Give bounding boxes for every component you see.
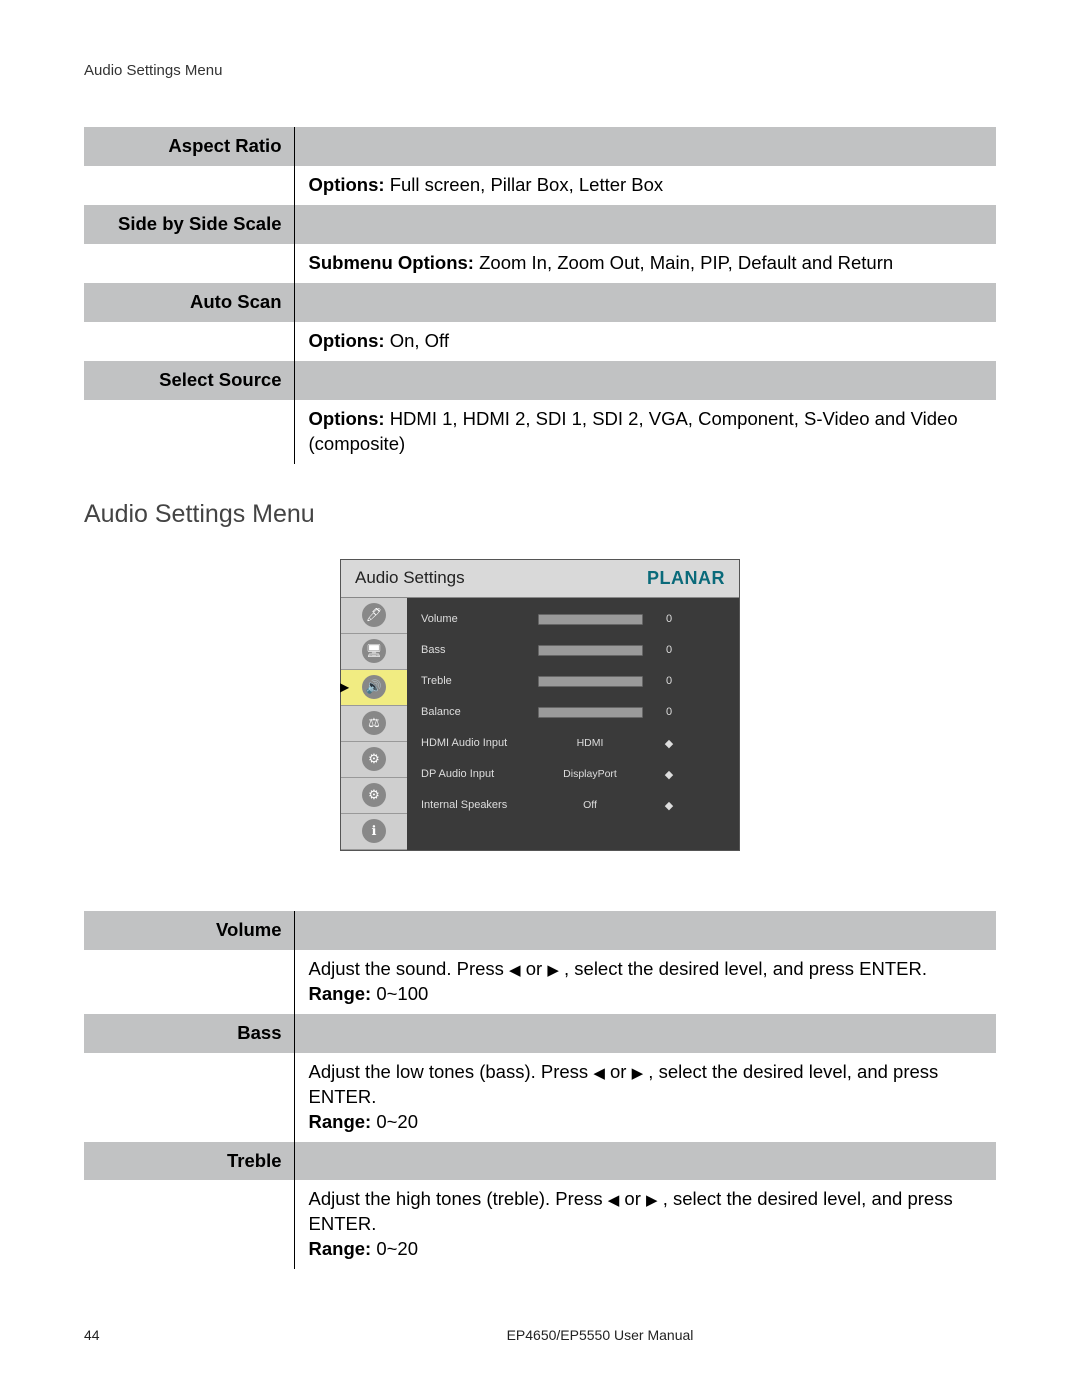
osd-sidebar-icon: 🖥 [362,639,386,663]
osd-row-label: Bass [421,644,531,656]
right-arrow-icon: ▶ [547,962,559,979]
osd-setting-row[interactable]: Volume 0 [421,604,727,635]
osd-select-value: Off [583,799,597,811]
range-label: Range: [309,1111,372,1132]
setting-description [294,1014,996,1053]
osd-row-value: ◆ [649,737,689,750]
osd-sidebar-icon: ⚖ [362,711,386,735]
osd-sidebar-item[interactable]: 🖥 [341,634,407,670]
osd-setting-row[interactable]: DP Audio Input DisplayPort ◆ [421,759,727,790]
osd-sidebar-icon: ℹ [362,819,386,843]
setting-label [84,244,294,283]
osd-row-label: HDMI Audio Input [421,737,531,749]
setting-label: Select Source [84,361,294,400]
setting-label [84,322,294,361]
osd-slider[interactable] [538,614,643,625]
osd-selected-arrow-icon: ▶ [340,680,349,694]
osd-adjust-icon: ◆ [665,738,673,750]
setting-value [294,127,996,166]
osd-setting-row[interactable]: Balance 0 [421,697,727,728]
setting-label: Bass [84,1014,294,1053]
osd-slider[interactable] [538,707,643,718]
osd-setting-row[interactable]: Treble 0 [421,666,727,697]
osd-row-label: Internal Speakers [421,799,531,811]
osd-sidebar-item[interactable]: ▶🔊 [341,670,407,706]
right-arrow-icon: ▶ [632,1065,644,1082]
osd-row-value: ◆ [649,768,689,781]
osd-slider[interactable] [538,676,643,687]
osd-adjust-icon: ◆ [665,800,673,812]
left-arrow-icon: ◀ [593,1065,605,1082]
page-breadcrumb: Audio Settings Menu [84,62,996,79]
setting-value [294,361,996,400]
setting-label: Treble [84,1142,294,1181]
right-arrow-icon: ▶ [646,1192,658,1209]
setting-value: Submenu Options: Zoom In, Zoom Out, Main… [294,244,996,283]
section-heading: Audio Settings Menu [84,500,996,529]
range-label: Range: [309,1238,372,1259]
osd-row-value: ◆ [649,799,689,812]
osd-row-value: 0 [649,706,689,718]
osd-sidebar-item[interactable]: ⚙ [341,778,407,814]
osd-sidebar-icon: ⚙ [362,783,386,807]
settings-table-2: VolumeAdjust the sound. Press ◀ or ▶ , s… [84,911,996,1270]
osd-title: Audio Settings [355,568,465,588]
osd-select-value: DisplayPort [563,768,617,780]
setting-value: Options: Full screen, Pillar Box, Letter… [294,166,996,205]
setting-description: Adjust the high tones (treble). Press ◀ … [294,1180,996,1269]
osd-setting-row[interactable]: Bass 0 [421,635,727,666]
page-number: 44 [84,1327,204,1343]
setting-value [294,205,996,244]
setting-description: Adjust the sound. Press ◀ or ▶ , select … [294,950,996,1014]
osd-row-value: 0 [649,644,689,656]
osd-sidebar-icon: ⚙ [362,747,386,771]
osd-adjust-icon: ◆ [665,769,673,781]
setting-value [294,283,996,322]
setting-label: Side by Side Scale [84,205,294,244]
setting-label [84,950,294,1014]
osd-row-label: Volume [421,613,531,625]
left-arrow-icon: ◀ [509,962,521,979]
osd-sidebar-item[interactable]: 🖊 [341,598,407,634]
osd-row-label: DP Audio Input [421,768,531,780]
setting-value: Options: On, Off [294,322,996,361]
osd-row-label: Balance [421,706,531,718]
setting-description [294,911,996,950]
footer-title: EP4650/EP5550 User Manual [204,1327,996,1343]
osd-setting-row[interactable]: Internal Speakers Off ◆ [421,790,727,821]
setting-label [84,1180,294,1269]
setting-label: Auto Scan [84,283,294,322]
setting-label [84,1053,294,1142]
setting-label [84,166,294,205]
osd-main-panel: Volume 0 Bass 0 Treble 0 Balance 0 HDMI Audio In… [407,598,739,850]
osd-slider[interactable] [538,645,643,656]
setting-description [294,1142,996,1181]
left-arrow-icon: ◀ [608,1192,620,1209]
setting-value: Options: HDMI 1, HDMI 2, SDI 1, SDI 2, V… [294,400,996,464]
osd-select-value: HDMI [577,737,604,749]
osd-setting-row[interactable]: HDMI Audio Input HDMI ◆ [421,728,727,759]
osd-row-value: 0 [649,675,689,687]
range-label: Range: [309,983,372,1004]
osd-brand-logo: PLANAR [647,568,725,589]
osd-row-label: Treble [421,675,531,687]
osd-row-value: 0 [649,613,689,625]
setting-label [84,400,294,464]
settings-table-1: Aspect RatioOptions: Full screen, Pillar… [84,127,996,464]
osd-sidebar-icon: 🔊 [362,675,386,699]
osd-sidebar-icon: 🖊 [362,603,386,627]
setting-label: Volume [84,911,294,950]
page-footer: 44 EP4650/EP5550 User Manual [84,1327,996,1343]
osd-screenshot: Audio Settings PLANAR 🖊🖥▶🔊⚖⚙⚙ℹ Volume0Ba… [340,559,740,851]
setting-label: Aspect Ratio [84,127,294,166]
osd-sidebar-item[interactable]: ℹ [341,814,407,850]
setting-description: Adjust the low tones (bass). Press ◀ or … [294,1053,996,1142]
osd-sidebar: 🖊🖥▶🔊⚖⚙⚙ℹ [341,598,407,850]
osd-sidebar-item[interactable]: ⚖ [341,706,407,742]
osd-sidebar-item[interactable]: ⚙ [341,742,407,778]
